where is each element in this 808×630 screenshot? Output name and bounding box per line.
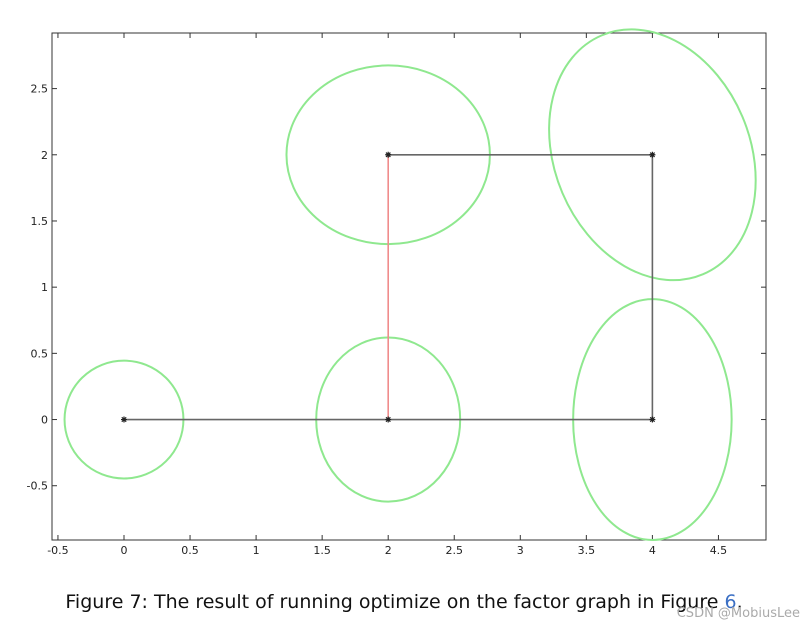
caption-end: . [736, 591, 743, 613]
x-tick-label: 1.5 [313, 544, 331, 557]
y-tick-label: 2.5 [31, 83, 49, 96]
x-tick-label: 0.5 [181, 544, 199, 557]
x-tick-label: 0 [120, 544, 127, 557]
x-tick-label: 1 [253, 544, 260, 557]
pose-node [385, 416, 392, 423]
pose-node [649, 416, 656, 423]
figure-link[interactable]: 6 [724, 591, 737, 613]
pose-node [649, 151, 656, 158]
covariance-ellipse [548, 28, 757, 282]
x-tick-label: -0.5 [47, 544, 68, 557]
pose-node [120, 416, 127, 423]
y-tick-label: 0 [41, 414, 48, 427]
y-tick-label: -0.5 [27, 480, 48, 493]
x-tick-label: 4 [649, 544, 656, 557]
axes-frame [51, 32, 767, 541]
y-tick-label: 1.5 [31, 215, 49, 228]
chart: -0.5 0 0.5 1 1.5 2 2.5 3 3.5 4 4.5 -0.5 0 0.5 1 1.5 2 2.5 [27, 28, 767, 557]
x-tick-label: 3 [517, 544, 524, 557]
x-tick-label: 2.5 [445, 544, 463, 557]
x-tick-label: 3.5 [578, 544, 596, 557]
y-tick-label: 2 [41, 149, 48, 162]
y-tick-label: 0.5 [31, 347, 49, 360]
y-tick-label: 1 [41, 281, 48, 294]
caption-text: Figure 7: The result of running optimize… [65, 591, 719, 613]
caption: Figure 7: The result of running optimize… [0, 591, 808, 613]
watermark: CSDN @MobiusLee [676, 606, 800, 621]
x-tick-label: 4.5 [710, 544, 728, 557]
x-tick-label: 2 [385, 544, 392, 557]
pose-node [385, 151, 392, 158]
